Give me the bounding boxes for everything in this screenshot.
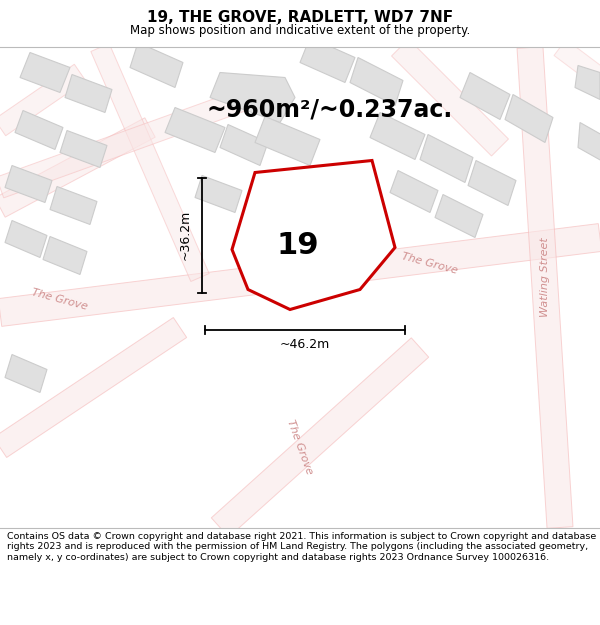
Polygon shape (65, 74, 112, 112)
Polygon shape (0, 118, 155, 218)
Polygon shape (195, 176, 242, 213)
Text: Contains OS data © Crown copyright and database right 2021. This information is : Contains OS data © Crown copyright and d… (7, 532, 596, 562)
Polygon shape (220, 124, 268, 166)
Polygon shape (420, 134, 473, 182)
Text: ~46.2m: ~46.2m (280, 338, 330, 351)
Polygon shape (554, 39, 600, 86)
Polygon shape (15, 111, 63, 149)
Text: ~36.2m: ~36.2m (179, 210, 192, 260)
Text: The Grove: The Grove (401, 251, 459, 276)
Polygon shape (300, 38, 355, 82)
Text: 19, THE GROVE, RADLETT, WD7 7NF: 19, THE GROVE, RADLETT, WD7 7NF (147, 10, 453, 25)
Polygon shape (60, 131, 107, 168)
Text: 19: 19 (276, 231, 319, 260)
Polygon shape (460, 72, 510, 119)
Text: Map shows position and indicative extent of the property.: Map shows position and indicative extent… (130, 24, 470, 36)
Polygon shape (468, 161, 516, 206)
Text: The Grove: The Grove (31, 288, 89, 312)
Polygon shape (392, 39, 508, 156)
Polygon shape (5, 221, 47, 258)
Polygon shape (0, 87, 254, 198)
Polygon shape (575, 66, 600, 99)
Polygon shape (5, 354, 47, 392)
Polygon shape (210, 72, 295, 122)
Polygon shape (578, 122, 600, 166)
Polygon shape (211, 338, 428, 537)
Polygon shape (232, 161, 395, 309)
Polygon shape (517, 47, 573, 528)
Text: Watling Street: Watling Street (540, 238, 550, 318)
Polygon shape (390, 171, 438, 212)
Polygon shape (0, 224, 600, 326)
Polygon shape (0, 64, 86, 136)
Polygon shape (435, 194, 483, 238)
Text: The Grove: The Grove (286, 419, 314, 476)
Text: ~960m²/~0.237ac.: ~960m²/~0.237ac. (207, 98, 453, 121)
Polygon shape (50, 186, 97, 224)
Polygon shape (5, 166, 52, 202)
Polygon shape (130, 42, 183, 88)
Polygon shape (505, 94, 553, 142)
Polygon shape (91, 44, 209, 281)
Polygon shape (370, 112, 425, 159)
Polygon shape (20, 52, 70, 92)
Polygon shape (165, 107, 225, 152)
Polygon shape (247, 211, 334, 264)
Polygon shape (0, 318, 187, 458)
Polygon shape (270, 208, 318, 242)
Polygon shape (43, 236, 87, 274)
Polygon shape (255, 116, 320, 166)
Polygon shape (350, 58, 403, 106)
